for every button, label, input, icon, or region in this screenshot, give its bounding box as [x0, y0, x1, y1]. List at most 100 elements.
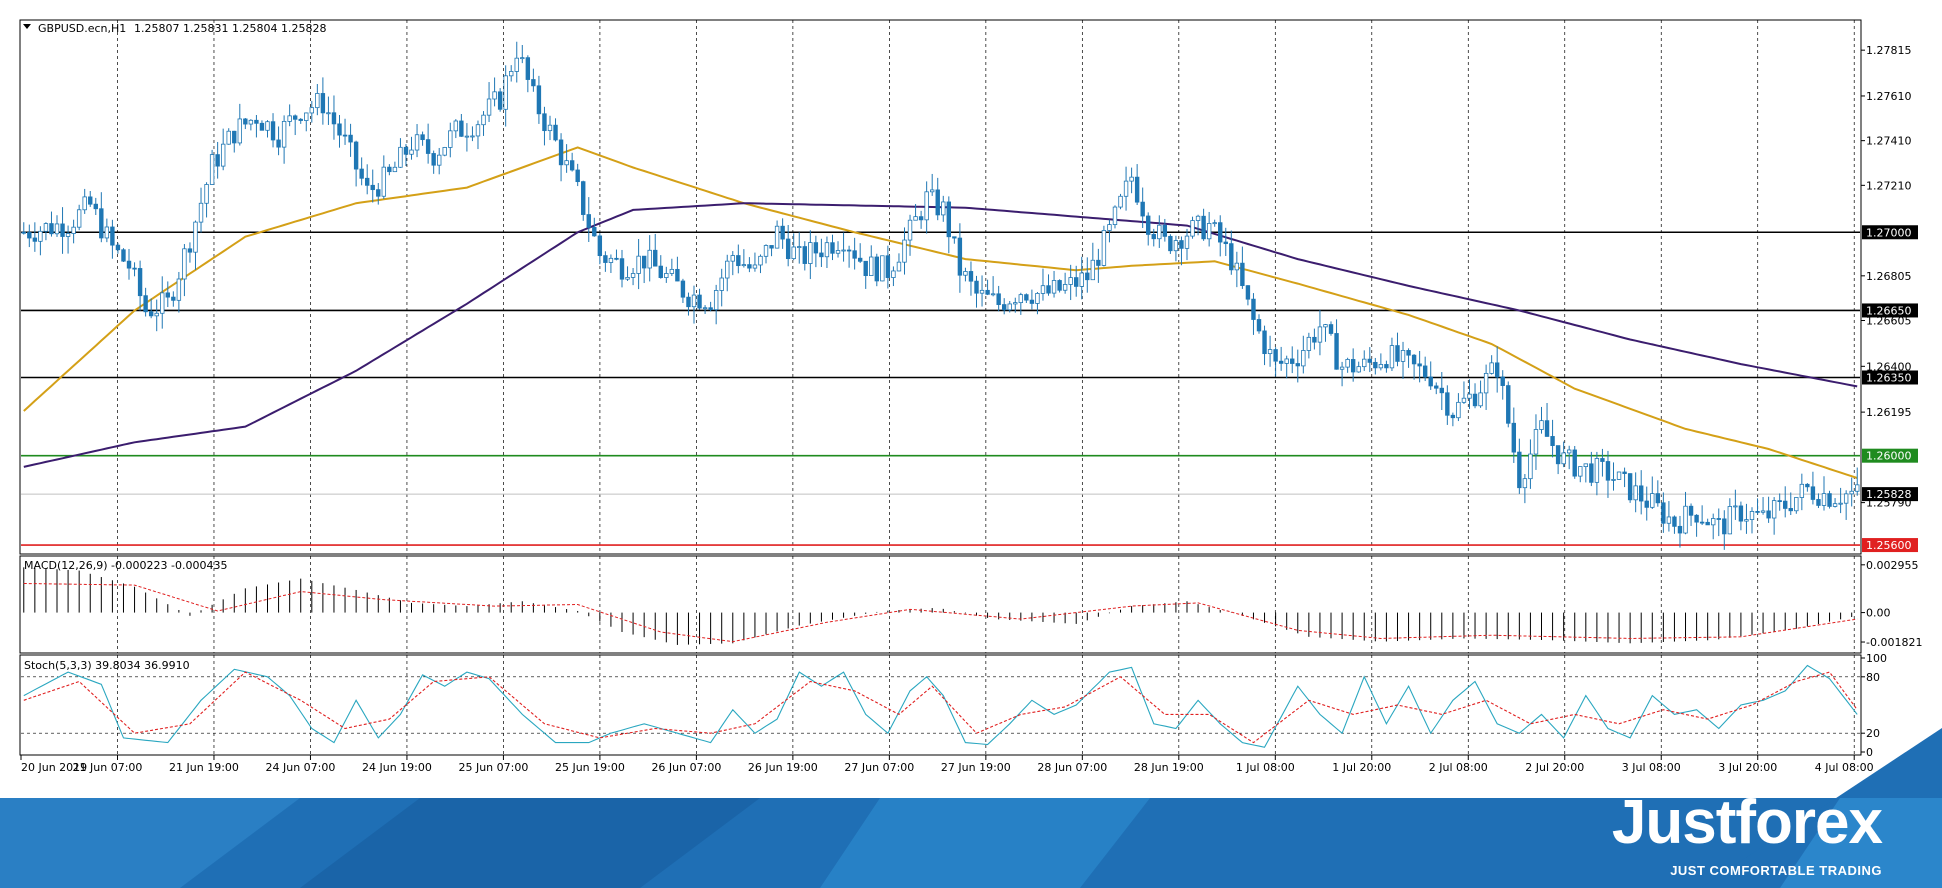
level-tag-label: 1.26650 — [1866, 304, 1912, 317]
candle-body — [1123, 180, 1129, 197]
candle-body — [115, 244, 121, 251]
candle-body — [647, 249, 652, 269]
candle-body — [1400, 350, 1406, 362]
dropdown-triangle-icon[interactable] — [23, 24, 31, 29]
candle-body — [453, 120, 459, 132]
time-label: 3 Jul 20:00 — [1718, 761, 1777, 774]
candle-body — [1317, 326, 1323, 343]
candle-body — [968, 271, 974, 282]
candle-body — [1179, 240, 1184, 249]
candle-body — [492, 91, 497, 100]
stoch-axis: 100 80 20 0 — [1861, 652, 1887, 759]
candle-body — [381, 166, 387, 197]
candle-body — [1727, 506, 1733, 535]
candle-body — [1278, 360, 1284, 364]
candle-body — [941, 201, 946, 216]
candle-body — [1699, 521, 1705, 524]
candle-body — [1616, 471, 1622, 480]
candle-body — [403, 146, 409, 155]
candle-body — [1295, 363, 1300, 367]
candle-body — [1749, 511, 1755, 520]
candle-body — [1705, 521, 1710, 526]
candle-body — [1212, 222, 1217, 225]
stochastic-pane[interactable] — [19, 654, 1862, 756]
candle-body — [736, 255, 741, 267]
candle-body — [1035, 293, 1040, 304]
candle-body — [1068, 277, 1073, 285]
candle-body — [1323, 324, 1328, 328]
candle-body — [442, 147, 447, 156]
candle-body — [82, 196, 87, 211]
candle-body — [176, 278, 182, 301]
candle-body — [985, 289, 990, 295]
candle-body — [232, 130, 237, 144]
moving-averages — [23, 146, 1858, 479]
candle-body — [1506, 385, 1511, 424]
candle-body — [193, 221, 198, 253]
candle-body — [1561, 452, 1566, 465]
candle-body — [1345, 359, 1350, 368]
candle-body — [1079, 272, 1084, 287]
macd-pane[interactable] — [19, 555, 1862, 654]
candle-body — [1456, 401, 1461, 419]
candle-body — [1589, 463, 1594, 483]
candle-body — [270, 121, 276, 141]
candle-body — [1478, 392, 1483, 407]
candle-body — [592, 227, 597, 237]
time-label: 28 Jun 19:00 — [1134, 761, 1204, 774]
candle-body — [769, 245, 774, 249]
candle-body — [520, 57, 525, 60]
candle-body — [669, 268, 675, 274]
candle-body — [254, 119, 259, 124]
candle-body — [1572, 449, 1577, 477]
candle-body — [1422, 365, 1428, 378]
macd-signal-path — [23, 583, 1858, 643]
candle-body — [143, 295, 148, 313]
candle-body — [902, 239, 907, 263]
candle-body — [243, 118, 248, 125]
candle-body — [1711, 518, 1716, 526]
candle-body — [370, 184, 375, 191]
candle-body — [1350, 359, 1356, 373]
candle-body — [1229, 243, 1234, 271]
candle-body — [664, 273, 669, 278]
candle-body — [298, 118, 303, 121]
candle-body — [71, 226, 76, 234]
candle-body — [398, 146, 403, 168]
candle-body — [913, 216, 918, 221]
stoch-gridlines — [117, 655, 1855, 755]
candle-body — [708, 307, 713, 311]
level-tag-box — [1862, 448, 1918, 463]
candle-body — [719, 277, 724, 291]
candle-body — [1500, 376, 1505, 386]
candle-body — [891, 270, 896, 278]
brand-banner — [0, 728, 1942, 888]
candle-body — [1201, 215, 1206, 240]
candle-body — [569, 160, 575, 171]
candle-body — [581, 181, 586, 215]
candle-body — [1334, 333, 1339, 370]
candle-body — [342, 134, 348, 137]
candle-body — [1472, 393, 1478, 407]
candle-body — [1539, 420, 1544, 430]
candle-body — [996, 293, 1001, 305]
time-label: 1 Jul 08:00 — [1236, 761, 1295, 774]
candle-body — [1007, 303, 1012, 311]
candle-body — [1788, 508, 1793, 512]
candle-body — [54, 223, 60, 235]
candle-body — [1184, 235, 1190, 249]
candle-body — [1622, 471, 1627, 474]
candle-body — [1550, 436, 1555, 446]
price-pane[interactable] — [19, 19, 1862, 555]
candle-body — [1339, 366, 1345, 370]
candle-body — [1511, 422, 1517, 453]
candle-body — [813, 242, 819, 254]
chart-header: GBPUSD.ecn,H1 1.25807 1.25831 1.25804 1.… — [23, 22, 326, 672]
candle-body — [1395, 345, 1400, 362]
time-label: 26 Jun 19:00 — [748, 761, 818, 774]
level-tag-label: 1.25600 — [1866, 539, 1912, 552]
candle-body — [586, 214, 591, 228]
candle-body — [946, 201, 952, 238]
candle-body — [774, 225, 780, 249]
